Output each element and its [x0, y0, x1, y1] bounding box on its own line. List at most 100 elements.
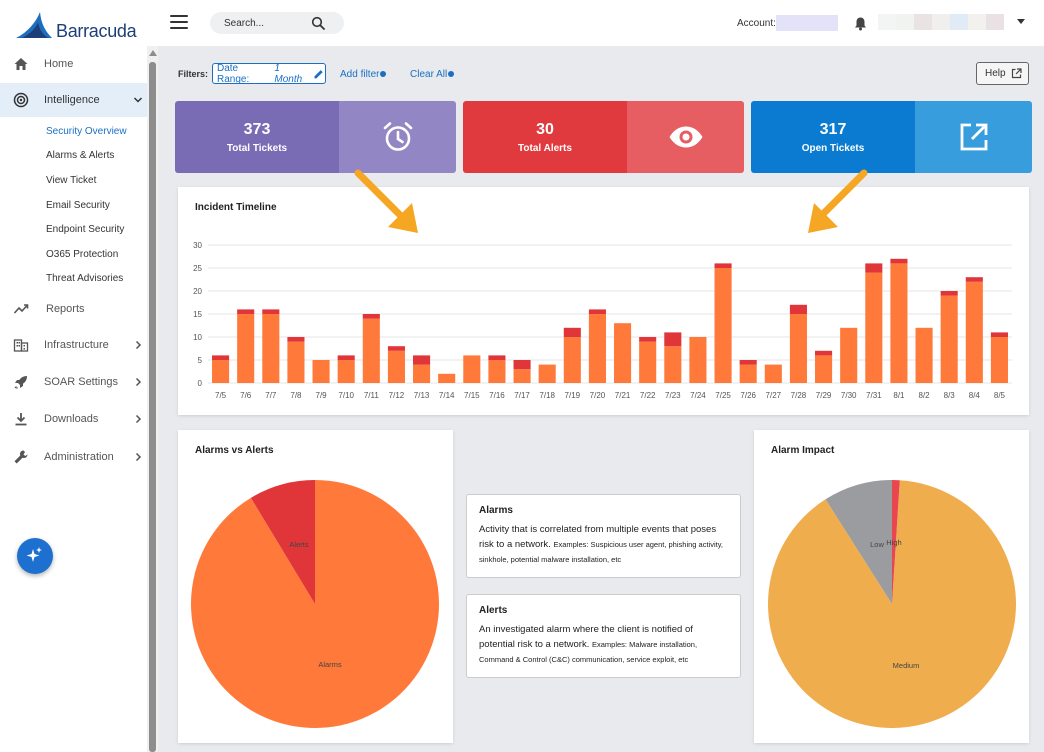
bar-segment[interactable]: [362, 318, 380, 383]
scroll-up-icon[interactable]: [149, 50, 157, 56]
bar-segment[interactable]: [840, 327, 858, 383]
bar-segment[interactable]: [940, 295, 958, 383]
bar-segment[interactable]: [337, 360, 355, 383]
total-tickets-card[interactable]: 373 Total Tickets: [175, 101, 456, 173]
bar-segment[interactable]: [362, 314, 380, 319]
date-range-filter[interactable]: Date Range: 1 Month: [212, 62, 326, 85]
bar-segment[interactable]: [990, 337, 1008, 383]
alerts-info-text: An investigated alarm where the client i…: [479, 624, 693, 650]
bar-segment[interactable]: [513, 369, 531, 383]
bar-segment[interactable]: [538, 364, 556, 383]
bell-icon[interactable]: [854, 16, 867, 31]
bar-segment[interactable]: [739, 360, 757, 365]
help-button[interactable]: Help: [976, 62, 1029, 85]
sidebar-item-infrastructure[interactable]: Infrastructure: [0, 328, 147, 362]
bar-segment[interactable]: [337, 355, 355, 360]
bar-segment[interactable]: [513, 360, 531, 370]
bar-segment[interactable]: [739, 364, 757, 383]
bar-segment[interactable]: [664, 332, 682, 347]
x-tick-label: 7/29: [816, 391, 832, 400]
bar-segment[interactable]: [965, 277, 983, 282]
sidebar-item-reports[interactable]: Reports: [0, 292, 147, 326]
bar-segment[interactable]: [563, 327, 581, 337]
bar-segment[interactable]: [664, 346, 682, 383]
account-selector[interactable]: [776, 15, 838, 31]
bar-segment[interactable]: [262, 314, 280, 383]
bar-segment[interactable]: [639, 341, 657, 383]
open-tickets-card[interactable]: 317 Open Tickets: [751, 101, 1032, 173]
bar-segment[interactable]: [438, 373, 456, 383]
sidebar-item-administration[interactable]: Administration: [0, 440, 147, 474]
pie-slice[interactable]: [250, 480, 315, 604]
bar-segment[interactable]: [588, 309, 606, 314]
bar-segment[interactable]: [237, 314, 255, 383]
bar-segment[interactable]: [287, 337, 305, 342]
sidebar-item-home[interactable]: Home: [0, 47, 147, 81]
bar-segment[interactable]: [865, 272, 883, 383]
bar-segment[interactable]: [312, 360, 330, 383]
bar-segment[interactable]: [237, 309, 255, 314]
add-filter-link[interactable]: Add filter: [340, 69, 387, 80]
total-alerts-card[interactable]: 30 Total Alerts: [463, 101, 744, 173]
bar-segment[interactable]: [387, 350, 405, 383]
search-icon[interactable]: [311, 16, 325, 30]
sidebar-subitem-alarms-alerts[interactable]: Alarms & Alerts: [46, 150, 115, 161]
search-input[interactable]: [210, 12, 344, 34]
bar-segment[interactable]: [990, 332, 1008, 337]
bar-segment[interactable]: [815, 355, 833, 383]
bar-segment[interactable]: [463, 355, 481, 383]
sidebar-subitem-endpoint-security[interactable]: Endpoint Security: [46, 224, 125, 235]
total-alerts-label: Total Alerts: [518, 142, 572, 154]
bar-segment[interactable]: [714, 263, 732, 268]
bar-segment[interactable]: [287, 341, 305, 383]
bar-segment[interactable]: [815, 350, 833, 356]
sidebar-subitem-o365-protection[interactable]: O365 Protection: [46, 249, 119, 260]
bar-segment[interactable]: [387, 346, 405, 351]
sidebar-subitem-view-ticket[interactable]: View Ticket: [46, 175, 97, 186]
bar-segment[interactable]: [413, 355, 431, 365]
sidebar-subitem-threat-advisories[interactable]: Threat Advisories: [46, 273, 124, 284]
bar-segment[interactable]: [789, 304, 807, 314]
external-link-icon: [960, 123, 987, 151]
bar-segment[interactable]: [689, 337, 707, 383]
alarm-impact-chart: Medium Low High: [768, 480, 1016, 728]
bar-segment[interactable]: [764, 364, 782, 383]
bar-segment[interactable]: [714, 268, 732, 383]
clear-all-link[interactable]: Clear All: [410, 69, 455, 80]
bar-segment[interactable]: [488, 360, 506, 383]
bar-segment[interactable]: [262, 309, 280, 314]
bar-segment[interactable]: [915, 327, 933, 383]
bar-segment[interactable]: [890, 258, 908, 264]
sidebar-item-downloads[interactable]: Downloads: [0, 402, 147, 436]
sidebar-subitem-security-overview[interactable]: Security Overview: [46, 126, 127, 137]
bar-segment[interactable]: [413, 364, 431, 383]
sidebar-item-soar-settings[interactable]: SOAR Settings: [0, 365, 147, 399]
sidebar-item-intelligence[interactable]: Intelligence: [0, 83, 147, 117]
bar-segment[interactable]: [212, 360, 230, 383]
bar-segment[interactable]: [488, 355, 506, 360]
bar-segment[interactable]: [789, 314, 807, 383]
bar-segment[interactable]: [940, 291, 958, 296]
bar-segment[interactable]: [865, 263, 883, 273]
barracuda-logo[interactable]: Barracuda: [14, 10, 144, 41]
bar-segment[interactable]: [563, 337, 581, 383]
bar-segment[interactable]: [890, 263, 908, 383]
pie-slice[interactable]: [825, 480, 892, 604]
bar-segment[interactable]: [965, 281, 983, 383]
ai-assistant-button[interactable]: [17, 538, 53, 574]
bar-segment[interactable]: [212, 355, 230, 360]
chevron-down-icon[interactable]: [1017, 19, 1025, 24]
pie-slice[interactable]: [892, 480, 900, 604]
date-range-label: Date Range:: [217, 62, 250, 85]
sidebar-scrollbar[interactable]: [147, 46, 158, 752]
scrollbar-thumb[interactable]: [149, 62, 156, 752]
user-menu[interactable]: [878, 14, 1004, 30]
bar-segment[interactable]: [639, 337, 657, 342]
x-tick-label: 7/24: [690, 391, 706, 400]
bar-segment[interactable]: [588, 314, 606, 383]
menu-toggle-button[interactable]: [170, 15, 188, 29]
pie-slice[interactable]: [768, 480, 1016, 728]
bar-segment[interactable]: [614, 323, 632, 383]
alarms-info-text: Activity that is correlated from multipl…: [479, 524, 717, 550]
sidebar-subitem-email-security[interactable]: Email Security: [46, 200, 110, 211]
